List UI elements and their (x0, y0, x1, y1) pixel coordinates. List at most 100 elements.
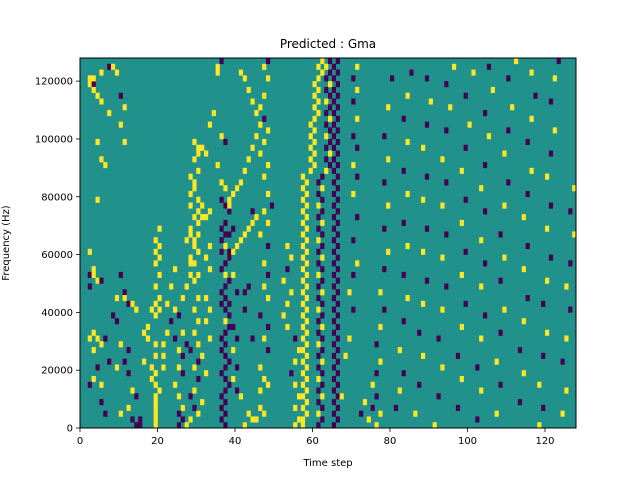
heatmap-cell (572, 185, 577, 192)
heatmap-cell (180, 416, 185, 423)
heatmap-cell (393, 404, 399, 411)
heatmap-cell (483, 312, 488, 319)
x-tick-label: 100 (458, 436, 477, 447)
heatmap-cell (502, 254, 507, 261)
heatmap-cell (281, 277, 286, 284)
heatmap-cell (165, 300, 170, 307)
heatmap-cell (223, 231, 228, 238)
heatmap-cell (320, 69, 325, 76)
heatmap-cell (300, 416, 306, 423)
heatmap-cell (223, 271, 228, 278)
heatmap-cell (219, 196, 224, 203)
heatmap-cell (269, 202, 275, 209)
heatmap-cell (126, 370, 131, 377)
heatmap-cell (238, 393, 244, 400)
heatmap-cell (219, 335, 224, 342)
heatmap-cell (324, 75, 329, 82)
heatmap-cell (312, 104, 317, 111)
heatmap-cell (188, 225, 193, 232)
heatmap-cell (173, 335, 178, 342)
heatmap-cell (99, 69, 104, 76)
heatmap-cell (204, 295, 209, 302)
heatmap-cell (517, 347, 523, 354)
heatmap-cell (293, 404, 298, 411)
heatmap-cell (180, 404, 185, 411)
heatmap-cell (300, 370, 306, 377)
heatmap-cell (246, 283, 251, 290)
heatmap-cell (335, 81, 340, 88)
heatmap-cell (134, 393, 139, 400)
heatmap-cell (238, 237, 244, 244)
heatmap-cell (169, 318, 174, 325)
heatmap-cell (184, 283, 189, 290)
heatmap-cell (258, 150, 263, 157)
heatmap-cell (235, 364, 240, 371)
heatmap-cell (192, 277, 197, 284)
heatmap-cell (242, 422, 247, 429)
y-tick-label: 80000 (41, 192, 73, 203)
heatmap-cell (490, 86, 495, 93)
heatmap-cell (506, 179, 511, 186)
heatmap-cell (459, 323, 464, 331)
heatmap-cell (262, 410, 267, 417)
heatmap-cell (192, 243, 197, 250)
heatmap-cell (235, 335, 240, 342)
heatmap-cell (304, 410, 309, 417)
heatmap-cell (502, 306, 507, 313)
heatmap-cell (153, 393, 158, 400)
heatmap-cell (351, 190, 356, 198)
heatmap-cell (382, 179, 387, 186)
y-tick-label: 40000 (41, 308, 73, 319)
heatmap-cell (211, 110, 216, 117)
heatmap-cell (320, 289, 325, 296)
heatmap-cell (304, 179, 309, 186)
heatmap-cell (525, 243, 530, 250)
heatmap-cell (258, 387, 263, 394)
heatmap-cell (300, 277, 306, 284)
heatmap-cell (378, 289, 383, 296)
heatmap-cell (397, 387, 402, 394)
heatmap-cell (483, 260, 488, 267)
heatmap-cell (87, 335, 92, 342)
heatmap-cell (304, 341, 309, 348)
heatmap-cell (192, 179, 197, 186)
heatmap-cell (262, 260, 267, 267)
heatmap-cell (444, 127, 449, 134)
heatmap-cell (300, 404, 306, 411)
heatmap-cell (231, 271, 236, 278)
heatmap-cell (304, 318, 309, 325)
heatmap-cell (556, 58, 561, 65)
chart-title: Predicted : Gma (280, 37, 376, 51)
heatmap-cell (95, 277, 100, 284)
heatmap-cell (254, 110, 259, 117)
heatmap-cells (87, 58, 577, 429)
heatmap-cell (227, 202, 232, 209)
heatmap-cell (316, 260, 321, 267)
heatmap-cell (219, 404, 224, 411)
heatmap-cell (200, 144, 205, 151)
heatmap-cell (250, 98, 255, 105)
heatmap-cell (320, 58, 325, 65)
heatmap-cell (320, 208, 325, 215)
heatmap-cell (258, 364, 263, 371)
heatmap-cell (374, 341, 379, 348)
heatmap-cell (285, 266, 290, 273)
heatmap-cell (176, 393, 182, 400)
heatmap-cell (157, 254, 162, 261)
heatmap-cell (304, 295, 309, 302)
heatmap-cell (316, 387, 321, 394)
heatmap-cell (331, 110, 337, 117)
heatmap-cell (103, 162, 108, 169)
heatmap-cell (223, 306, 228, 313)
heatmap-cell (545, 173, 550, 180)
heatmap-cell (196, 271, 201, 278)
heatmap-cell (227, 277, 232, 284)
heatmap-cell (157, 243, 162, 250)
heatmap-cell (331, 237, 337, 244)
heatmap-cell (285, 323, 290, 331)
heatmap-cell (196, 295, 201, 302)
heatmap-cell (250, 335, 255, 342)
heatmap-cell (386, 248, 391, 255)
heatmap-cell (324, 167, 329, 174)
heatmap-cell (335, 312, 340, 319)
